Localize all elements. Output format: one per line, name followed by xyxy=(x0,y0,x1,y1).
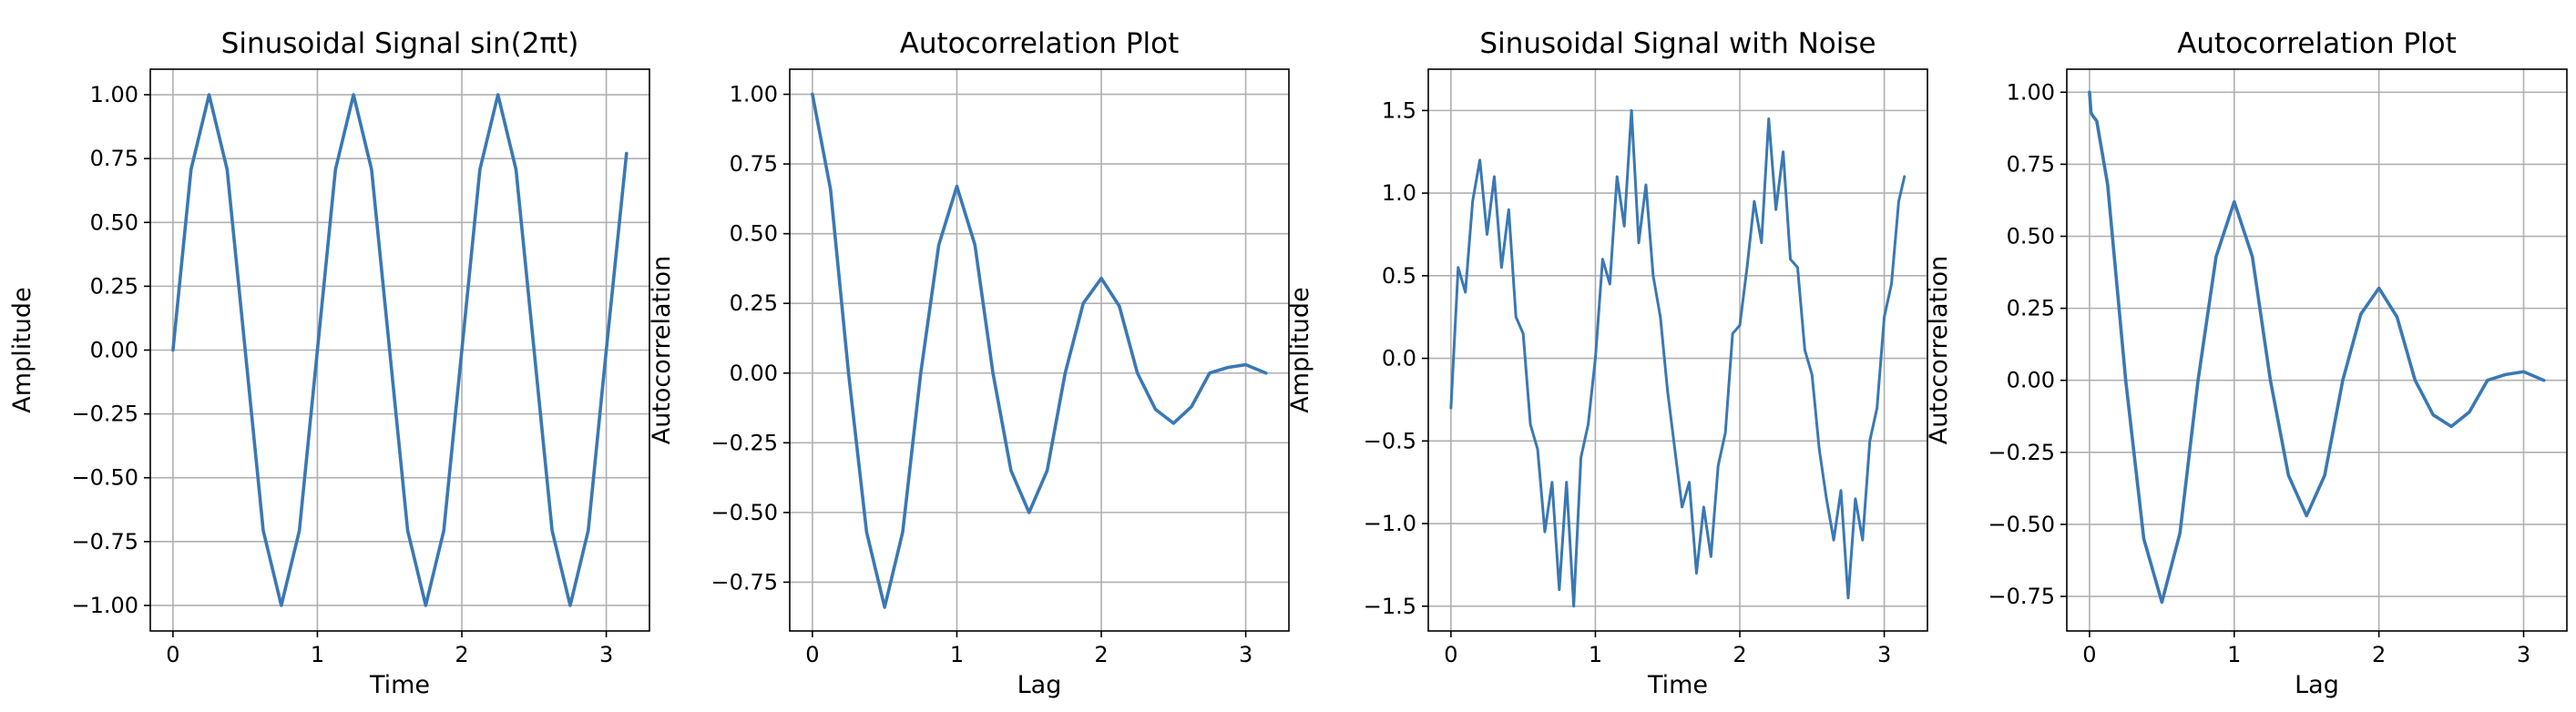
y-tick-label: 0.5 xyxy=(1382,263,1416,289)
y-tick-label: −0.75 xyxy=(1988,584,2055,609)
y-tick-label: 0.00 xyxy=(2007,368,2055,393)
x-tick-label: 0 xyxy=(2082,642,2096,667)
y-tick-label: 0.50 xyxy=(90,209,138,235)
y-tick-label: 0.25 xyxy=(2007,296,2055,321)
y-tick-label: 0.25 xyxy=(730,290,778,316)
subplot-1: 0 1 2 3 −1.00 −0.75 −0.50 −0.25 0.00 0.25 0.50 0.75… xyxy=(8,27,650,699)
x-tick-label: 0 xyxy=(1444,642,1457,667)
y-tick-label: 0.0 xyxy=(1382,346,1416,371)
series-line xyxy=(171,93,629,607)
x-tick-label: 3 xyxy=(2517,642,2530,667)
y-axis-label: Amplitude xyxy=(8,287,36,412)
x-tick-label: 0 xyxy=(166,642,179,667)
x-tick-label: 0 xyxy=(805,642,819,667)
x-tick-label: 2 xyxy=(2372,642,2386,667)
y-tick-label: 0.00 xyxy=(90,338,138,363)
y-axis-label: Amplitude xyxy=(1286,287,1314,412)
axes-frame xyxy=(789,68,1290,632)
y-axis-label: Autocorrelation xyxy=(1925,256,1953,445)
x-tick-label: 1 xyxy=(2227,642,2241,667)
x-tick-label: 3 xyxy=(599,642,613,667)
y-tick-label: −0.25 xyxy=(71,402,138,427)
x-axis-label: Lag xyxy=(1017,671,1062,699)
subplot-4: 0 1 2 3 −0.75 −0.50 −0.25 0.00 0.25 0.50 0.75 1.00 A… xyxy=(1925,27,2568,699)
series-line xyxy=(1449,108,1906,608)
subplot-3: 0 1 2 3 −1.5 −1.0 −0.5 0.0 0.5 1.0 1.5 Sinusoidal S… xyxy=(1286,27,1928,699)
y-tick-label: −0.75 xyxy=(710,569,778,595)
chart-title: Sinusoidal Signal with Noise xyxy=(1479,27,1876,60)
y-tick-label: 1.00 xyxy=(730,82,778,107)
y-tick-label: −0.50 xyxy=(71,465,138,491)
y-tick-label: 1.0 xyxy=(1382,180,1416,206)
y-tick-label: −0.25 xyxy=(1988,440,2055,465)
y-tick-label: 1.00 xyxy=(2007,79,2055,105)
y-tick-label: 1.5 xyxy=(1382,97,1416,123)
x-axis-label: Lag xyxy=(2295,671,2339,699)
y-tick-label: −1.0 xyxy=(1364,511,1416,536)
chart-title: Sinusoidal Signal sin(2πt) xyxy=(221,27,579,60)
y-tick-label: −1.00 xyxy=(71,593,138,618)
y-tick-label: −0.25 xyxy=(710,430,778,455)
x-tick-label: 2 xyxy=(1733,642,1746,667)
subplot-2: 0 1 2 3 −0.75 −0.50 −0.25 0.00 0.25 0.50 0.75 1.00 A… xyxy=(648,27,1290,699)
x-axis-label: Time xyxy=(1647,671,1708,699)
y-tick-label: 0.50 xyxy=(730,221,778,247)
x-tick-label: 2 xyxy=(455,642,468,667)
y-tick-label: −0.5 xyxy=(1364,428,1416,453)
y-tick-label: 0.75 xyxy=(2007,151,2055,177)
series-line xyxy=(2088,90,2546,605)
x-tick-label: 1 xyxy=(950,642,964,667)
x-tick-label: 3 xyxy=(1239,642,1252,667)
x-axis-label: Time xyxy=(369,671,430,699)
y-tick-label: 0.00 xyxy=(730,361,778,386)
x-tick-label: 2 xyxy=(1094,642,1108,667)
x-tick-label: 1 xyxy=(311,642,324,667)
y-tick-label: 0.50 xyxy=(2007,224,2055,249)
chart-title: Autocorrelation Plot xyxy=(2177,27,2457,60)
y-tick-label: −0.50 xyxy=(1988,512,2055,537)
axes-frame xyxy=(2066,68,2568,632)
series-line xyxy=(811,92,1268,609)
chart-title: Autocorrelation Plot xyxy=(900,27,1180,60)
x-tick-label: 1 xyxy=(1589,642,1602,667)
y-tick-label: 0.75 xyxy=(730,151,778,177)
x-tick-label: 3 xyxy=(1877,642,1891,667)
y-tick-label: −0.50 xyxy=(710,500,778,525)
y-tick-label: 0.25 xyxy=(90,273,138,299)
y-tick-label: 1.00 xyxy=(90,82,138,107)
y-tick-label: −0.75 xyxy=(71,529,138,554)
axes-frame xyxy=(1427,68,1928,632)
y-axis-label: Autocorrelation xyxy=(648,256,676,445)
y-tick-label: 0.75 xyxy=(90,146,138,171)
y-tick-label: −1.5 xyxy=(1364,594,1416,619)
